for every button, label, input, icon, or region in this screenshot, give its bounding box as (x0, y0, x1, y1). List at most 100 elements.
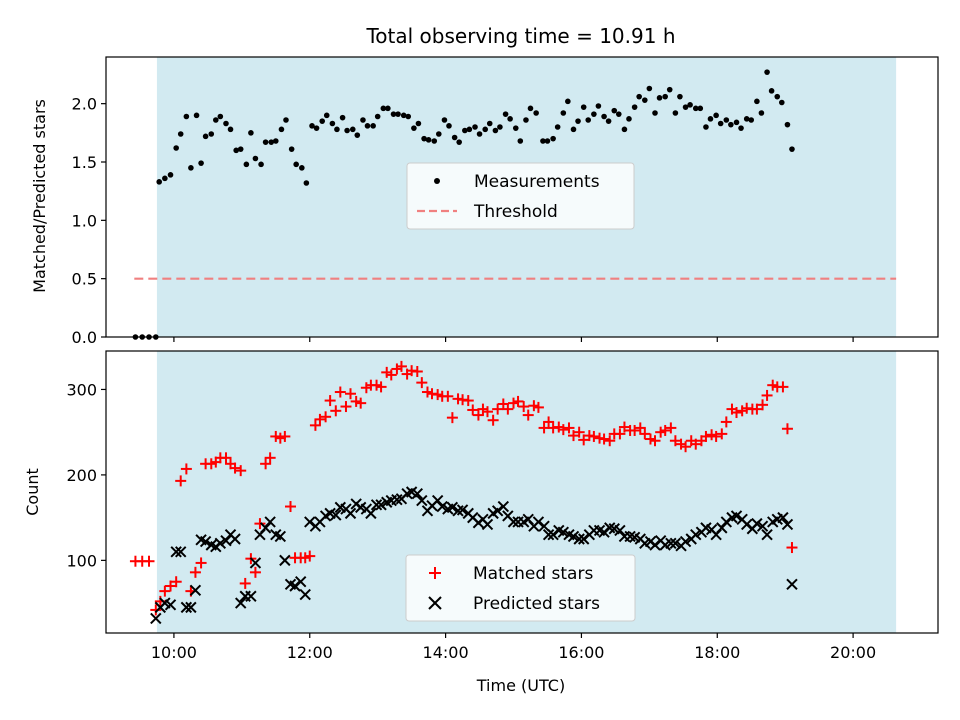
measurement-point (411, 125, 417, 131)
matched-star-point (472, 409, 484, 421)
predicted-star-point (330, 509, 342, 521)
measurement-point (523, 117, 529, 123)
measurement-point (262, 139, 269, 145)
matched-star-point (446, 412, 458, 424)
measurement-point (677, 93, 683, 100)
predicted-star-point (234, 597, 247, 609)
predicted-star-point (175, 546, 187, 558)
measurement-point (258, 161, 264, 168)
measurement-point (198, 160, 204, 166)
measurement-point (778, 99, 785, 106)
predicted-star-point (716, 522, 728, 534)
measurement-point (223, 120, 229, 127)
matched-star-point (385, 369, 397, 381)
matched-star-point (229, 462, 241, 474)
measurement-point (611, 107, 618, 114)
measurement-point (400, 112, 407, 119)
measurement-point (707, 116, 714, 122)
matched-star-point (345, 388, 357, 400)
measurement-point (339, 114, 346, 121)
predicted-star-point (446, 501, 459, 514)
measurement-point (662, 93, 668, 100)
measurement-point (738, 125, 744, 131)
ratio-legend-box (406, 162, 635, 230)
count-legend: Matched stars Predicted stars (405, 554, 636, 622)
matched-star-point (522, 409, 534, 421)
matched-legend-marker (429, 567, 441, 579)
x-axis-label: Time (UTC) (476, 676, 565, 695)
matched-star-point (639, 428, 651, 440)
matched-star-point (777, 381, 789, 393)
legend-measurements: Measurements (474, 172, 600, 192)
count-axes-frame (105, 350, 939, 634)
predicted-star-point (370, 499, 383, 511)
ratio-y-tick-label: 1.0 (72, 211, 97, 230)
matched-star-point (502, 403, 514, 415)
matched-star-point (375, 381, 387, 393)
measurement-point (636, 93, 642, 100)
matched-star-point (314, 413, 326, 425)
measurement-point (354, 132, 361, 138)
predicted-star-point (497, 500, 510, 513)
matched-star-point (467, 404, 479, 416)
predicted-star-point (411, 488, 423, 500)
measurement-point (570, 126, 577, 133)
ratio-legend: Measurements Threshold (406, 162, 635, 230)
matched-star-point (781, 423, 793, 435)
matched-star-point (170, 576, 182, 588)
predicted-star-point (781, 518, 794, 531)
ratio-panel: 0.00.51.01.52.0 Matched/Predicted stars … (30, 56, 939, 347)
predicted-star-point (249, 557, 262, 569)
measurement-point (774, 93, 781, 100)
count-x-ticks: 10:00 12:00 14:00 16:00 18:00 20:00 (151, 633, 876, 662)
matched-star-point (532, 401, 544, 413)
measurement-point (605, 118, 612, 124)
matched-star-point (235, 465, 247, 477)
matched-star-point (614, 428, 626, 440)
predicted-star-point (538, 520, 550, 532)
measurement-point (323, 112, 330, 119)
measurement-point (390, 111, 397, 117)
measurement-point (585, 117, 592, 123)
measurement-point (299, 165, 305, 171)
predicted-star-point (274, 530, 287, 543)
measurement-point (631, 104, 638, 110)
predicted-stars-points (150, 486, 798, 625)
predicted-star-point (365, 507, 377, 520)
measurement-point (512, 125, 519, 131)
matched-star-point (659, 424, 671, 436)
matched-star-point (320, 411, 332, 423)
matched-star-point (309, 419, 321, 431)
measurements-legend-marker (434, 178, 440, 184)
matched-star-point (710, 430, 722, 442)
measurement-point (446, 123, 452, 129)
matched-star-point (604, 435, 616, 447)
measurement-point (436, 131, 442, 137)
matched-star-point (716, 428, 728, 440)
measurement-point (615, 111, 622, 117)
matched-star-point (462, 395, 474, 407)
x-tick-label: 20:00 (830, 643, 876, 662)
measurement-point (723, 117, 730, 123)
ratio-y-tick-label: 1.5 (72, 153, 97, 172)
measurement-point (565, 98, 571, 105)
measurement-point (202, 133, 209, 140)
measurement-point (243, 161, 250, 168)
legend-threshold: Threshold (473, 202, 558, 222)
matched-star-point (588, 430, 600, 442)
matched-star-point (700, 430, 712, 442)
ratio-y-tick-label: 0.5 (72, 270, 97, 289)
matched-star-point (220, 452, 232, 464)
measurement-point (580, 104, 587, 110)
predicted-star-point (279, 554, 291, 567)
measurement-point (517, 138, 524, 144)
matched-star-point (340, 401, 352, 413)
predicted-star-point (481, 518, 494, 531)
x-tick-label: 12:00 (287, 643, 333, 662)
measurement-point (395, 111, 401, 117)
matched-star-point (324, 395, 336, 407)
matched-star-point (411, 366, 423, 378)
measurement-point (713, 112, 719, 119)
predicted-star-point (614, 524, 626, 537)
measurement-point (758, 110, 765, 116)
